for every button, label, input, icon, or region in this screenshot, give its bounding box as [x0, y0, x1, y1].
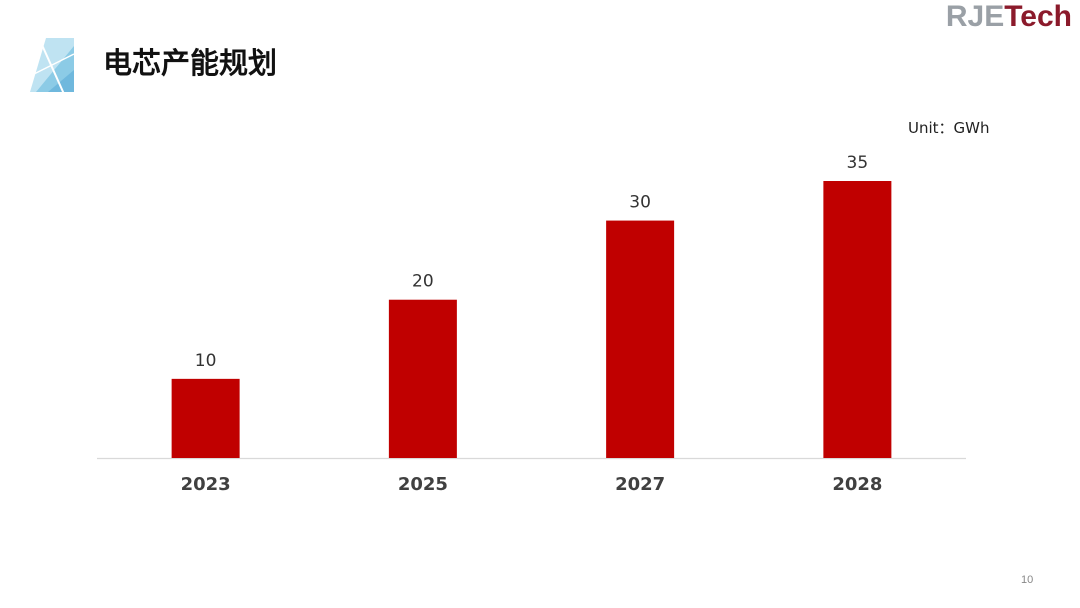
logo-text-tech: Tech — [1004, 0, 1072, 33]
data-label-2023: 10 — [195, 351, 217, 371]
x-tick-label-2027: 2027 — [615, 474, 665, 495]
data-label-2025: 20 — [412, 272, 434, 292]
company-logo: RJETech — [946, 0, 1072, 34]
x-tick-label-2023: 2023 — [181, 474, 231, 495]
bar-2027 — [606, 220, 675, 458]
unit-label: Unit：GWh — [908, 119, 990, 137]
data-label-2027: 30 — [629, 193, 651, 213]
page-title: 电芯产能规划 — [103, 46, 278, 80]
bar-2025 — [388, 299, 457, 458]
page-number: 10 — [1021, 574, 1034, 586]
corner-decoration-icon — [29, 36, 75, 94]
x-tick-label-2028: 2028 — [832, 474, 882, 495]
logo-text-rje: RJE — [945, 0, 1005, 33]
bar-2028 — [823, 181, 892, 458]
bar-2023 — [171, 378, 240, 458]
data-label-2028: 35 — [847, 153, 869, 173]
x-tick-label-2025: 2025 — [398, 474, 448, 495]
